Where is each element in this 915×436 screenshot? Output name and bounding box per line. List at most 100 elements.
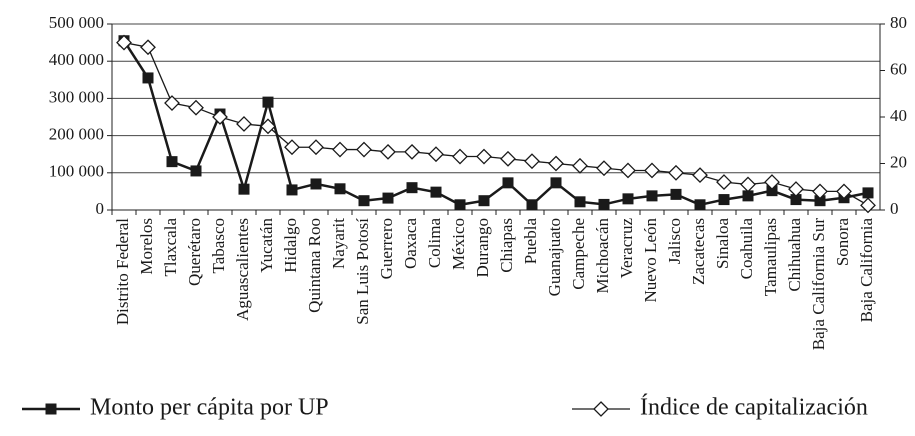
marker <box>862 187 874 199</box>
marker <box>668 164 684 181</box>
y2-tick-label: 0 <box>890 199 899 218</box>
y-tick-label: 400 000 <box>49 50 104 69</box>
x-tick-label: San Luis Potosí <box>353 218 372 325</box>
y2-tick-label: 80 <box>890 13 907 32</box>
marker <box>212 109 228 125</box>
marker <box>572 157 588 174</box>
x-tick-label: Baja California Sur <box>809 218 828 351</box>
x-tick-label: Michoacán <box>593 218 612 294</box>
marker <box>620 162 636 179</box>
series-line <box>123 41 869 206</box>
y-tick-label: 300 000 <box>49 87 104 106</box>
marker <box>142 72 154 84</box>
marker <box>454 199 466 211</box>
marker <box>332 141 348 158</box>
x-tick-label: Durango <box>473 218 492 277</box>
marker <box>764 174 780 191</box>
x-tick-label: Hidalgo <box>281 218 300 273</box>
marker <box>310 178 322 190</box>
y-tick-label: 0 <box>96 199 105 218</box>
marker <box>286 184 298 196</box>
marker <box>500 150 516 167</box>
marker <box>236 116 252 132</box>
marker <box>45 403 57 415</box>
x-tick-label: Distrito Federal <box>113 218 132 325</box>
marker <box>622 193 634 205</box>
marker <box>646 190 658 202</box>
y-tick-label: 100 000 <box>49 162 104 181</box>
legend-text: Monto per cápita por UP <box>90 395 329 421</box>
marker <box>478 195 490 207</box>
marker <box>428 146 444 163</box>
marker <box>190 165 202 177</box>
x-tick-label: Quintana Roo <box>305 218 324 313</box>
marker <box>670 188 682 200</box>
marker <box>593 401 609 417</box>
x-tick-label: Nayarit <box>329 218 348 269</box>
x-tick-label: Baja California <box>857 218 876 323</box>
x-tick-label: Tamaulipas <box>761 218 780 296</box>
x-tick-label: Colima <box>425 218 444 269</box>
x-tick-label: Puebla <box>521 218 540 265</box>
x-tick-label: Chiapas <box>497 218 516 273</box>
marker <box>716 174 732 191</box>
marker <box>262 96 274 108</box>
marker <box>766 185 778 197</box>
marker <box>430 186 442 198</box>
x-tick-label: Nuevo León <box>641 218 660 303</box>
y2-tick-label: 40 <box>890 106 907 125</box>
marker <box>382 192 394 204</box>
marker <box>596 160 612 177</box>
x-tick-label: Sonora <box>833 218 852 267</box>
x-tick-label: Campeche <box>569 218 588 290</box>
marker <box>404 143 420 160</box>
marker <box>790 194 802 206</box>
x-tick-label: Tabasco <box>209 218 228 273</box>
x-tick-label: Yucatán <box>257 218 276 273</box>
y-tick-label: 200 000 <box>49 125 104 144</box>
marker <box>644 162 660 179</box>
marker <box>692 167 708 184</box>
marker <box>694 199 706 211</box>
marker <box>860 197 876 214</box>
marker <box>308 139 324 156</box>
marker <box>524 153 540 170</box>
x-tick-label: Querétaro <box>185 218 204 286</box>
marker <box>836 183 852 200</box>
marker <box>358 195 370 207</box>
x-tick-label: Oaxaca <box>401 218 420 269</box>
marker <box>166 156 178 168</box>
marker <box>284 139 300 156</box>
marker <box>598 198 610 210</box>
marker <box>742 190 754 202</box>
y2-tick-label: 20 <box>890 152 907 171</box>
marker <box>812 183 828 200</box>
marker <box>260 118 276 135</box>
marker <box>116 34 132 51</box>
x-tick-label: Veracruz <box>617 218 636 279</box>
x-tick-label: Sinaloa <box>713 218 732 269</box>
marker <box>188 99 204 116</box>
marker <box>140 39 156 56</box>
marker <box>502 177 514 189</box>
marker <box>548 155 564 172</box>
marker <box>452 148 468 165</box>
x-tick-label: Coahuila <box>737 218 756 280</box>
marker <box>380 143 396 160</box>
marker <box>550 177 562 189</box>
y2-tick-label: 60 <box>890 59 907 78</box>
marker <box>814 195 826 207</box>
x-tick-label: México <box>449 218 468 270</box>
marker <box>476 148 492 165</box>
marker <box>718 194 730 206</box>
series-line <box>122 40 869 207</box>
x-tick-label: Aguascalientes <box>233 218 252 321</box>
y-tick-label: 500 000 <box>49 13 104 32</box>
x-tick-label: Jalisco <box>665 218 684 264</box>
marker <box>406 182 418 194</box>
legend-text: Índice de capitalización <box>640 395 868 421</box>
marker <box>740 176 756 193</box>
marker <box>164 95 180 111</box>
x-tick-label: Chihuahua <box>785 218 804 292</box>
